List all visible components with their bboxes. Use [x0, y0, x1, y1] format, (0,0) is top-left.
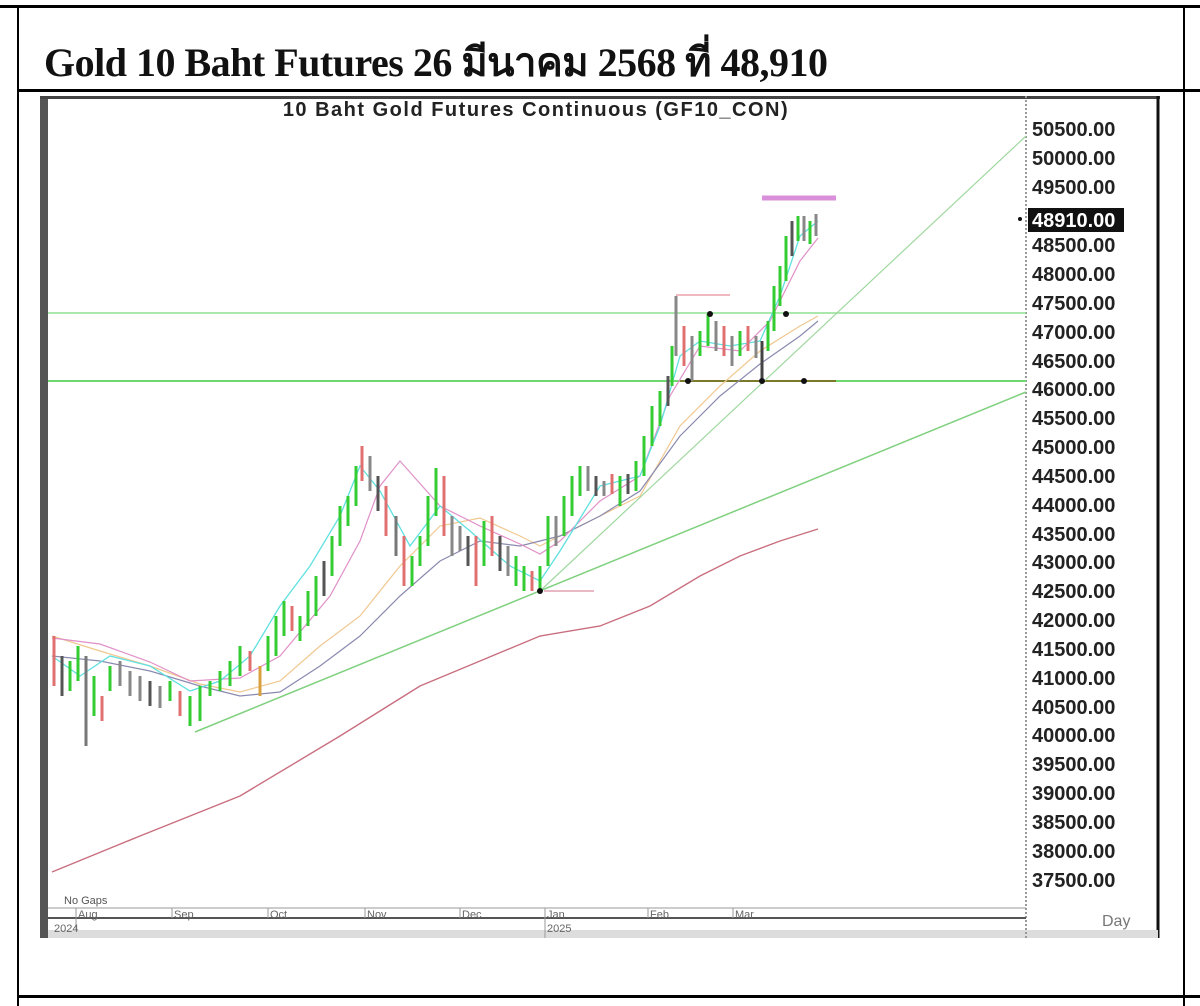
page-title: Gold 10 Baht Futures 26 มีนาคม 2568 ที่ …: [44, 40, 828, 85]
svg-text:38500.00: 38500.00: [1032, 812, 1115, 834]
svg-text:2025: 2025: [547, 923, 571, 935]
svg-text:2024: 2024: [54, 923, 78, 935]
svg-text:Nov: Nov: [367, 909, 387, 921]
candlesticks: [52, 214, 818, 746]
svg-text:44000.00: 44000.00: [1032, 495, 1115, 517]
svg-text:Jan: Jan: [547, 909, 565, 921]
frame-left: [17, 5, 19, 1006]
svg-text:46500.00: 46500.00: [1032, 351, 1115, 373]
svg-text:50000.00: 50000.00: [1032, 148, 1115, 170]
svg-text:40500.00: 40500.00: [1032, 697, 1115, 719]
price-chart: 10 Baht Gold Futures Continuous (GF10_CO…: [40, 96, 1160, 938]
svg-text:47000.00: 47000.00: [1032, 322, 1115, 344]
svg-text:37500.00: 37500.00: [1032, 870, 1115, 892]
svg-text:41500.00: 41500.00: [1032, 639, 1115, 661]
svg-text:48500.00: 48500.00: [1032, 235, 1115, 257]
svg-text:Sep: Sep: [174, 909, 194, 921]
svg-text:47500.00: 47500.00: [1032, 293, 1115, 315]
svg-text:45000.00: 45000.00: [1032, 437, 1115, 459]
svg-text:43000.00: 43000.00: [1032, 552, 1115, 574]
chart-title: 10 Baht Gold Futures Continuous (GF10_CO…: [283, 99, 789, 121]
svg-text:40000.00: 40000.00: [1032, 725, 1115, 747]
svg-text:49500.00: 49500.00: [1032, 177, 1115, 199]
svg-text:45500.00: 45500.00: [1032, 408, 1115, 430]
frame-top: [0, 5, 1200, 8]
last-price-label: 48910.00: [1032, 210, 1115, 232]
svg-text:Dec: Dec: [462, 909, 482, 921]
no-gaps-note: No Gaps: [64, 895, 108, 907]
frame-title-bottom: [18, 89, 1200, 92]
svg-text:50500.00: 50500.00: [1032, 119, 1115, 141]
svg-text:41000.00: 41000.00: [1032, 668, 1115, 690]
svg-text:Mar: Mar: [735, 909, 754, 921]
frame-bottom: [18, 995, 1200, 998]
svg-text:38000.00: 38000.00: [1032, 841, 1115, 863]
svg-text:Oct: Oct: [270, 909, 287, 921]
svg-text:46000.00: 46000.00: [1032, 379, 1115, 401]
x-axis: Aug 2024 Sep Oct Nov Dec Jan 2025 Feb Ma…: [54, 908, 754, 938]
frame-right: [1183, 5, 1185, 1006]
svg-text:Feb: Feb: [650, 909, 669, 921]
svg-text:43500.00: 43500.00: [1032, 524, 1115, 546]
svg-text:44500.00: 44500.00: [1032, 466, 1115, 488]
svg-text:39000.00: 39000.00: [1032, 783, 1115, 805]
svg-text:42000.00: 42000.00: [1032, 610, 1115, 632]
svg-text:Aug: Aug: [78, 909, 98, 921]
svg-text:48000.00: 48000.00: [1032, 264, 1115, 286]
period-label: Day: [1102, 913, 1130, 930]
svg-text:39500.00: 39500.00: [1032, 754, 1115, 776]
svg-text:42500.00: 42500.00: [1032, 581, 1115, 603]
y-axis: 50500.00 50000.00 49500.00 48500.00 4800…: [1032, 119, 1115, 892]
